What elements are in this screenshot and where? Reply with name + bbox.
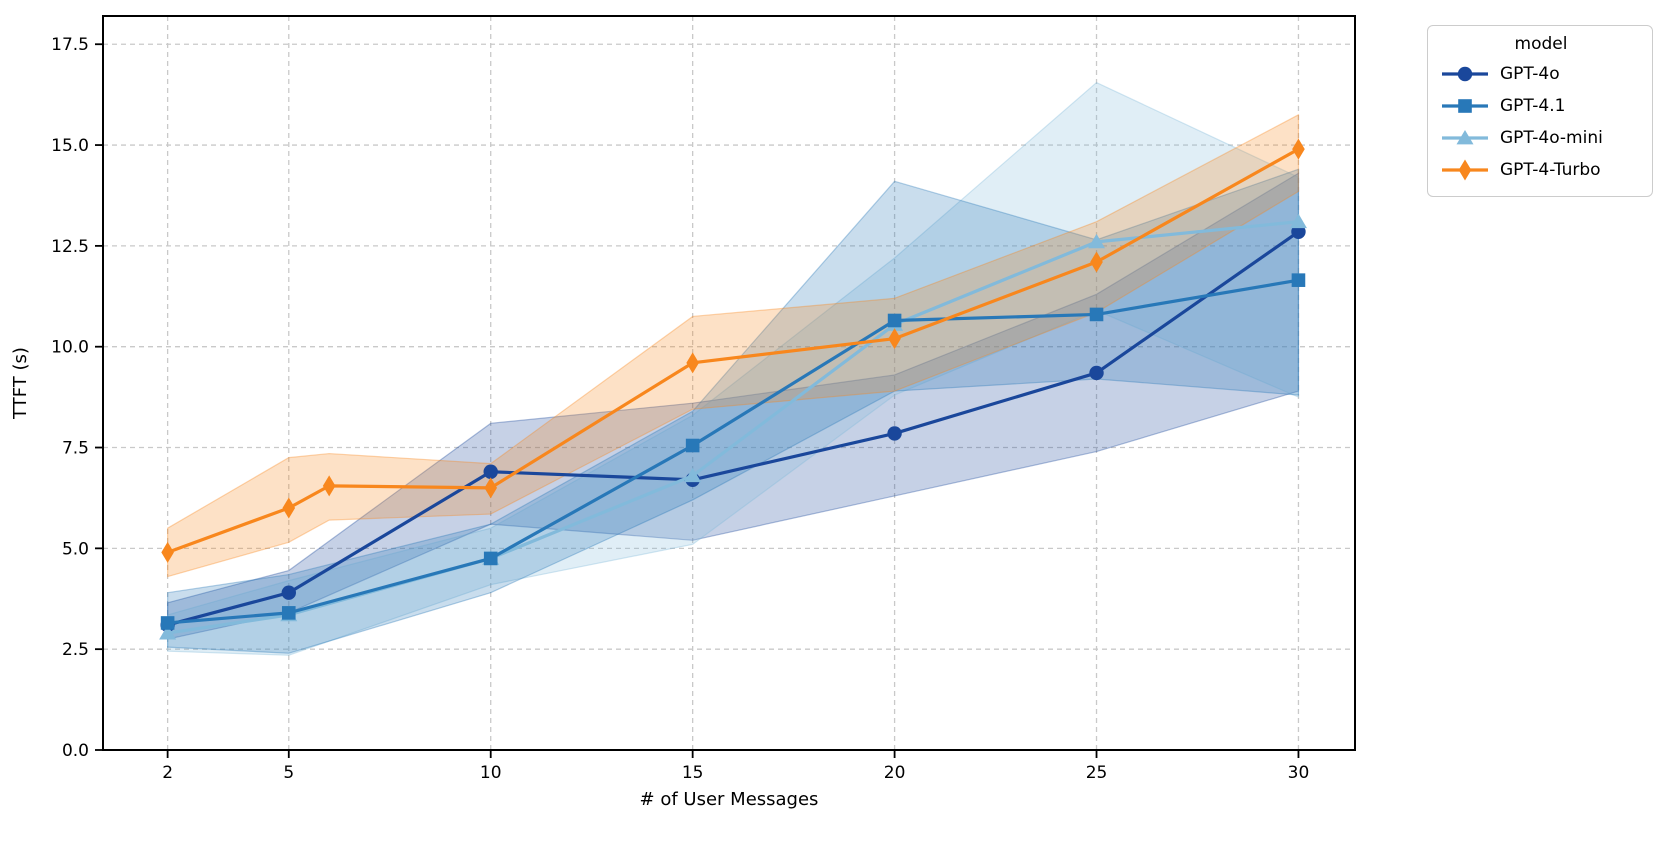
y-tick-label: 15.0 xyxy=(51,136,89,156)
x-tick-label: 20 xyxy=(884,763,906,783)
plot-frame xyxy=(102,15,1356,751)
marker-gpt-4o xyxy=(483,464,498,479)
marker-gpt-4-turbo xyxy=(888,328,901,350)
legend-marker-gpt-4o xyxy=(1457,66,1473,82)
series-gpt-4-turbo xyxy=(161,138,1305,563)
marker-gpt-4-1 xyxy=(160,616,175,630)
legend-marker-gpt-4-1 xyxy=(1458,99,1472,113)
marker-gpt-4o-mini xyxy=(1289,213,1307,229)
y-tick-label: 10.0 xyxy=(51,338,89,358)
x-tick-label: 30 xyxy=(1288,763,1310,783)
confidence-band-gpt-4o-mini xyxy=(167,81,1300,656)
marker-gpt-4-turbo xyxy=(686,352,699,374)
marker-gpt-4-turbo xyxy=(1090,251,1103,273)
legend-item-gpt-4-1: GPT-4.1 xyxy=(1440,90,1642,122)
x-tick-label: 25 xyxy=(1086,763,1108,783)
legend-label: GPT-4.1 xyxy=(1500,96,1566,116)
marker-gpt-4o xyxy=(887,426,902,441)
marker-gpt-4-turbo xyxy=(322,475,336,497)
marker-gpt-4o xyxy=(1291,224,1306,239)
series-gpt-4-1 xyxy=(160,273,1306,630)
marker-gpt-4-1 xyxy=(685,438,700,453)
legend-marker-gpt-4-turbo xyxy=(1458,159,1472,181)
legend-item-gpt-4o-mini: GPT-4o-mini xyxy=(1440,122,1642,154)
marker-gpt-4-1 xyxy=(887,313,902,328)
marker-gpt-4-1 xyxy=(1291,273,1306,287)
x-axis-label: # of User Messages xyxy=(639,789,819,810)
marker-gpt-4o-mini xyxy=(684,467,702,483)
series-line-gpt-4-turbo xyxy=(167,147,1300,554)
legend-swatch-square-icon xyxy=(1442,99,1488,113)
x-tick-label: 15 xyxy=(682,763,704,783)
marker-gpt-4o xyxy=(281,585,296,600)
marker-gpt-4-turbo xyxy=(161,541,174,563)
confidence-band-gpt-4-turbo xyxy=(167,113,1300,578)
legend-item-gpt-4-turbo: GPT-4-Turbo xyxy=(1440,154,1642,186)
legend-item-gpt-4o: GPT-4o xyxy=(1440,58,1642,90)
legend-label: GPT-4o-mini xyxy=(1500,128,1603,148)
legend-items: GPT-4o GPT-4.1 GPT-4o-mini GPT-4-Turbo xyxy=(1440,58,1642,186)
y-axis-label: TTFT (s) xyxy=(10,347,31,419)
x-tick-label: 2 xyxy=(162,763,173,783)
legend-title: model xyxy=(1514,34,1568,54)
legend-swatch-diamond-icon xyxy=(1442,159,1488,181)
marker-gpt-4-turbo xyxy=(1292,138,1305,160)
marker-gpt-4o-mini xyxy=(1088,233,1106,249)
y-tick-label: 2.5 xyxy=(62,640,89,660)
legend-marker-gpt-4o-mini xyxy=(1456,130,1474,145)
confidence-band-gpt-4-1 xyxy=(167,168,1300,654)
legend-swatch-triangle-icon xyxy=(1442,130,1488,145)
y-tick-label: 17.5 xyxy=(51,35,89,55)
marker-gpt-4-1 xyxy=(1089,307,1104,322)
y-tick-label: 5.0 xyxy=(62,539,89,559)
marker-gpt-4-turbo xyxy=(484,477,498,499)
legend: model GPT-4o GPT-4.1 GPT-4o-mini GPT-4-Turb… xyxy=(1427,25,1653,197)
y-tick-label: 12.5 xyxy=(51,237,89,257)
legend-swatch-circle-icon xyxy=(1442,66,1488,82)
legend-label: GPT-4-Turbo xyxy=(1500,160,1601,180)
y-tick-label: 7.5 xyxy=(62,438,89,458)
confidence-band-gpt-4o xyxy=(167,172,1300,640)
marker-gpt-4o xyxy=(1089,365,1104,381)
x-tick-label: 5 xyxy=(283,763,294,783)
marker-gpt-4o-mini xyxy=(159,625,177,640)
legend-label: GPT-4o xyxy=(1500,64,1560,84)
marker-gpt-4-1 xyxy=(281,606,296,620)
x-tick-label: 10 xyxy=(480,763,502,783)
marker-gpt-4-1 xyxy=(483,551,498,566)
y-tick-label: 0.0 xyxy=(62,741,89,761)
marker-gpt-4-turbo xyxy=(282,497,296,519)
